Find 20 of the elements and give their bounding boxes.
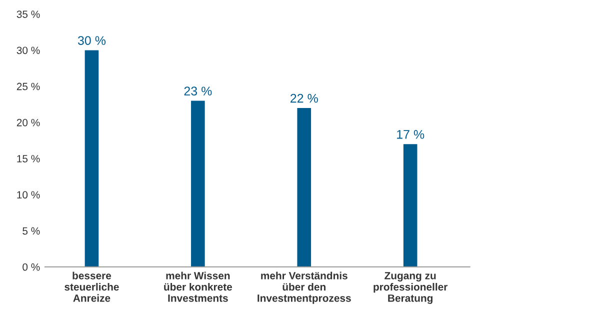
y-tick-label: 5 % <box>22 227 40 235</box>
data-label: 17 % <box>397 130 424 139</box>
bar <box>191 100 205 267</box>
bar <box>403 144 418 267</box>
bar <box>297 108 312 267</box>
y-tick-label: 35 % <box>16 10 40 18</box>
y-tick-label: 15 % <box>17 155 40 162</box>
x-tick-label: Zugang zu professioneller Beratung <box>374 272 448 304</box>
y-tick-label: 30 % <box>16 46 40 54</box>
bar <box>84 50 99 267</box>
data-label: 22 % <box>290 94 318 103</box>
x-tick-label: bessere steuerliche Anreize <box>64 272 119 302</box>
x-tick-label: mehr Verständnis über den Investmentprozess <box>258 272 351 304</box>
data-label: 23 % <box>184 86 212 96</box>
y-tick-label: 0 % <box>22 263 40 271</box>
data-label: 30 % <box>78 36 106 45</box>
y-tick-label: 20 % <box>16 118 40 126</box>
y-tick-label: 25 % <box>16 82 40 90</box>
x-tick-label: mehr Wissen über konkrete Investments <box>164 272 232 302</box>
y-tick-label: 10 % <box>17 191 40 199</box>
